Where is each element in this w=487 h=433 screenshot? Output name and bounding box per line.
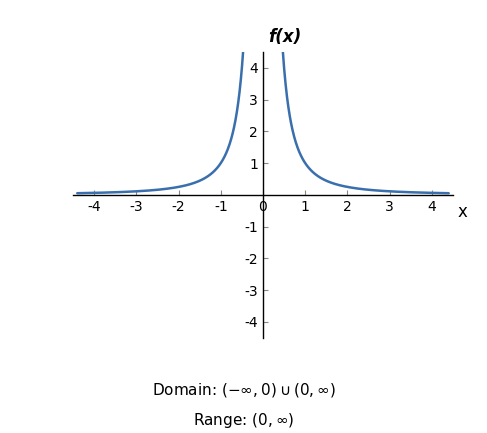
Text: Range: $(0, \infty)$: Range: $(0, \infty)$ [193,410,294,430]
Text: f(x): f(x) [268,28,301,45]
Text: x: x [457,203,467,221]
Text: Domain: $(-\infty, 0) \cup (0, \infty)$: Domain: $(-\infty, 0) \cup (0, \infty)$ [151,381,336,399]
